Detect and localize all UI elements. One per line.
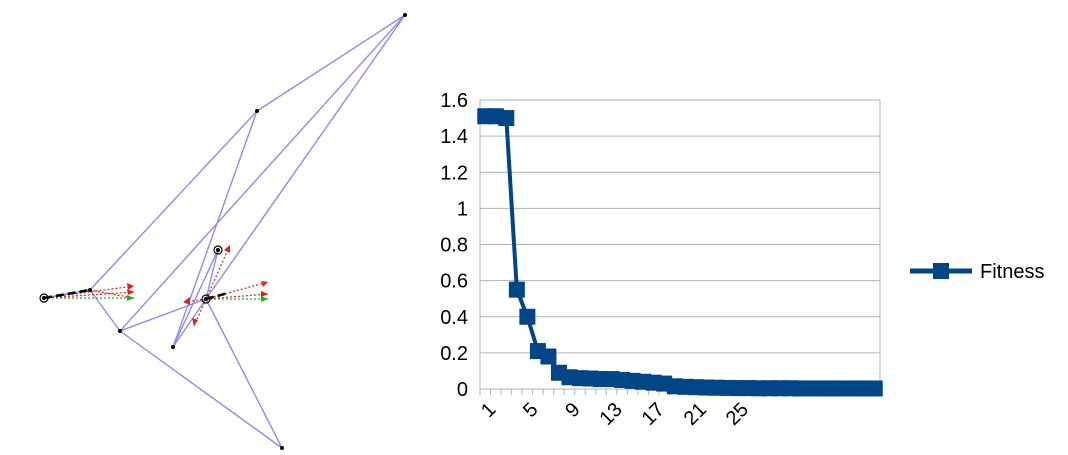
force-vector-red [43,291,135,299]
arrowheads [127,245,268,326]
x-tick-label: 9 [561,399,584,422]
link [172,298,207,348]
linkage-links [43,14,406,449]
arrowhead-red [192,318,198,326]
y-axis-tick-labels: 0 0.2 0.4 0.6 0.8 1 1.2 1.4 1.6 [440,90,468,401]
data-point-marker [866,380,883,397]
x-tick-label: 21 [680,399,711,430]
fixed-pivot [39,293,49,303]
y-tick-label: 0 [457,379,468,401]
joint [280,446,284,450]
arrowhead-red [261,281,268,287]
link [172,110,258,348]
fixed-pivot [201,294,211,304]
link [205,298,283,449]
fixed-pivot-dot [203,296,209,302]
joint [88,288,92,292]
y-tick-label: 0.8 [440,235,468,257]
link [172,249,219,348]
fixed-pivot-dot [215,247,221,253]
legend-label-fitness: Fitness [980,261,1044,283]
y-tick-label: 1.6 [440,90,468,112]
link [119,14,406,332]
joint [118,329,122,333]
y-tick-label: 0.4 [440,307,468,329]
data-point-marker [498,110,515,127]
x-tick-label: 13 [595,399,626,430]
chart-legend: Fitness [910,261,1044,283]
y-tick-label: 1.4 [440,126,468,148]
crank-arm [43,288,91,300]
force-vector-red [43,285,135,299]
link [256,14,406,112]
fixed-pivot-dot [41,295,47,301]
y-tick-label: 1 [457,198,468,220]
arrowhead-red [127,283,134,290]
linkage-mechanism-figure [39,13,407,450]
data-point-marker [508,281,525,298]
link [205,14,406,300]
y-tick-label: 1.2 [440,162,468,184]
link [119,330,283,449]
chart-grid [479,99,881,395]
arrowhead-red [261,291,268,297]
link [119,298,207,332]
x-tick-label: 1 [477,399,500,422]
x-tick-label: 25 [722,399,753,430]
chart-series [477,108,883,397]
arrowhead-red [127,289,134,295]
joint [255,109,259,113]
force-vector-red [89,289,135,299]
x-tick-label: 5 [519,399,542,422]
x-tick-label: 17 [638,399,669,430]
joints [88,13,407,450]
x-axis-tick-labels: 1 5 9 13 17 21 25 [477,399,753,430]
link [89,110,258,291]
arrowhead-green [127,295,134,301]
data-point-marker [540,348,557,365]
arrowhead-green [261,296,268,302]
link [89,289,121,332]
joint [171,345,175,349]
fixed-pivots [39,245,223,304]
arrowhead-red [224,245,230,253]
force-vector-red [205,244,231,300]
data-point-marker [519,308,536,325]
legend-marker-swatch [933,263,949,279]
force-vector-red [205,281,269,300]
fixed-pivot [213,245,223,255]
joint [403,13,407,17]
link [205,249,219,300]
y-tick-label: 0.6 [440,271,468,293]
arrowhead-red [183,297,190,305]
y-tick-label: 0.2 [440,343,468,365]
